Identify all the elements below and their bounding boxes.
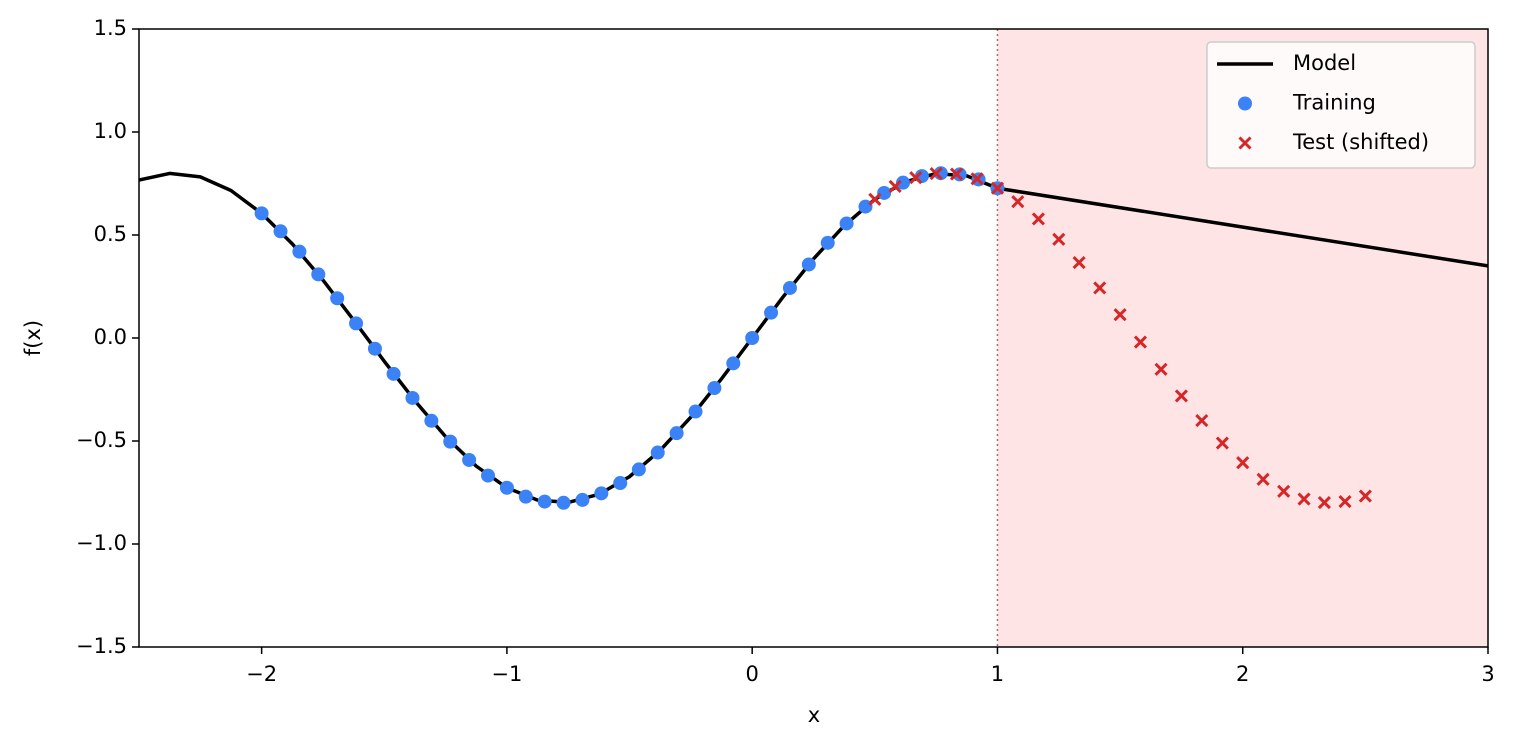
training-point (367, 341, 382, 356)
test-point (1072, 256, 1086, 270)
training-point (405, 390, 420, 405)
training-point (726, 356, 741, 371)
y-tick-label: −1.0 (76, 531, 127, 555)
training-point (424, 413, 439, 428)
legend-label: Training (1292, 91, 1376, 115)
x-tick-label: 1 (991, 662, 1004, 686)
training-point (443, 434, 458, 449)
x-tick-label: 2 (1236, 662, 1249, 686)
legend-marker (1238, 136, 1252, 150)
test-point (970, 172, 984, 186)
test-point (1256, 472, 1270, 486)
training-point (896, 175, 911, 190)
plot-frame (138, 28, 1489, 648)
test-point (990, 181, 1005, 195)
test-point (1011, 195, 1025, 209)
training-point (820, 235, 835, 250)
training-point (518, 489, 533, 504)
training-point (801, 257, 816, 272)
training-point (650, 445, 665, 460)
test-point (1215, 436, 1229, 450)
training-point (877, 185, 892, 200)
test-point (888, 179, 902, 193)
test-point (1195, 414, 1209, 428)
test-point (1358, 489, 1372, 503)
legend-label: Test (shifted) (1292, 130, 1429, 154)
test-point (1338, 495, 1352, 509)
x-tick-label: 0 (745, 662, 758, 686)
y-tick-label: −0.5 (76, 428, 127, 452)
test-point (1236, 456, 1250, 470)
test-point (949, 167, 964, 181)
test-point (929, 167, 943, 181)
training-point (613, 476, 628, 491)
training-point (594, 486, 609, 501)
x-tick-label: −1 (491, 662, 522, 686)
training-point (764, 305, 779, 320)
test-point (1154, 362, 1168, 376)
y-tick-label: −1.5 (76, 634, 127, 658)
training-point (273, 224, 288, 239)
training-point (481, 468, 496, 483)
legend-marker (1238, 96, 1252, 111)
y-axis-label: f(x) (21, 320, 45, 356)
test-point (1297, 492, 1311, 506)
test-point (1317, 496, 1331, 510)
training-point (311, 267, 326, 282)
y-tick-label: 1.5 (94, 16, 127, 40)
legend-box (1206, 41, 1476, 169)
training-point (499, 480, 514, 495)
legend-label: Model (1293, 51, 1356, 75)
test-point (1277, 484, 1291, 498)
y-tick-label: 1.0 (94, 119, 127, 143)
test-point (909, 171, 923, 185)
training-point (669, 426, 684, 441)
training-point (330, 291, 345, 306)
training-point (254, 206, 269, 221)
training-point (839, 216, 854, 231)
training-point (952, 167, 967, 182)
test-point (1133, 335, 1148, 349)
training-point (575, 492, 590, 507)
training-point (556, 495, 571, 510)
test-point (1174, 389, 1188, 403)
y-tick-label: 0.5 (94, 222, 127, 246)
training-point (537, 494, 552, 509)
test-point (1113, 308, 1127, 322)
training-point (462, 452, 477, 467)
test-point (1093, 281, 1107, 295)
y-tick-label: 0.0 (94, 325, 127, 349)
training-point (292, 244, 307, 259)
test-point (868, 192, 882, 206)
training-point (745, 331, 760, 345)
test-point (1031, 212, 1045, 226)
training-point (707, 381, 722, 396)
training-point (782, 280, 797, 295)
x-axis-label: x (808, 703, 820, 727)
x-tick-label: −2 (246, 662, 277, 686)
training-point (688, 404, 703, 419)
training-point (386, 366, 401, 381)
training-point (349, 316, 364, 331)
x-tick-label: 3 (1481, 662, 1494, 686)
training-point (631, 462, 646, 477)
plot-area (139, 166, 1488, 510)
test-point (1052, 232, 1066, 246)
